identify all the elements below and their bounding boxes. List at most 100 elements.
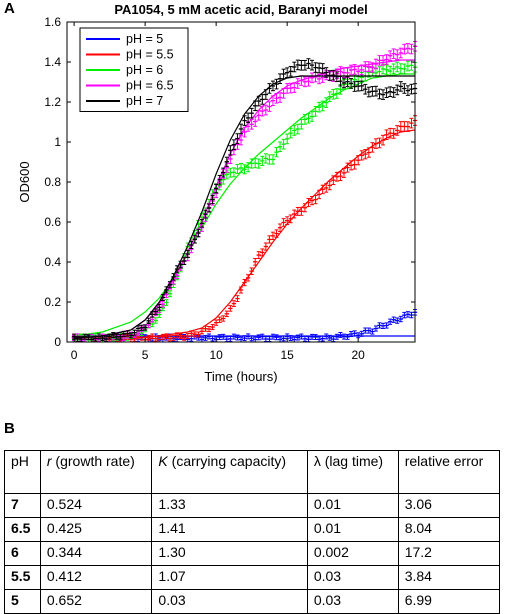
data-point-ph-7	[86, 334, 91, 341]
data-point-ph-7	[128, 332, 134, 339]
data-point-ph-5-5	[224, 310, 229, 318]
legend-label-ph-5-5: pH = 5.5	[126, 48, 174, 62]
data-point-ph-5	[327, 334, 332, 341]
cell-lag-time: 0.01	[306, 517, 399, 542]
data-point-ph-6	[324, 97, 329, 108]
cell-relative-error: 17.2	[397, 541, 501, 566]
y-tick-label: 1	[54, 135, 61, 149]
data-point-ph-7	[341, 77, 347, 89]
data-point-ph-6	[377, 66, 382, 77]
data-point-ph-5	[306, 336, 311, 343]
data-point-ph-6	[316, 101, 322, 113]
data-point-ph-5	[263, 336, 269, 342]
data-point-ph-5-5	[313, 194, 318, 205]
data-point-ph-6	[295, 123, 301, 135]
data-point-ph-5-5	[409, 117, 414, 129]
data-point-ph-6	[387, 65, 393, 77]
data-point-ph-5-5	[299, 206, 304, 216]
data-point-ph-5-5	[270, 231, 276, 241]
data-point-ph-7	[224, 156, 229, 167]
cell-relative-error: 6.99	[397, 589, 501, 614]
data-point-ph-7	[221, 167, 226, 178]
table-row: 6 0.344 1.30 0.002 17.2	[4, 541, 501, 566]
data-point-ph-5-5	[253, 257, 258, 266]
data-point-ph-5-5	[355, 155, 361, 166]
data-point-ph-5-5	[405, 121, 411, 132]
x-tick-label: 20	[352, 348, 366, 362]
data-point-ph-7	[75, 336, 80, 342]
growth-curve-chart: PA1054, 5 mM acetic acid, Baranyi model …	[17, 2, 418, 384]
data-point-ph-5-5	[242, 278, 247, 287]
data-point-ph-6	[313, 106, 318, 117]
header-ph: pH	[4, 450, 41, 494]
data-point-ph-5	[260, 333, 265, 340]
data-point-ph-5	[409, 311, 414, 319]
data-point-ph-6	[299, 118, 304, 130]
y-tick-label: 0	[54, 335, 61, 349]
cell-relative-error: 3.06	[397, 493, 501, 518]
data-point-ph-5-5	[189, 330, 194, 337]
data-point-ph-6-5	[338, 66, 343, 77]
table-row: 6.5 0.425 1.41 0.01 8.04	[4, 517, 501, 542]
data-point-ph-6-5	[253, 116, 258, 127]
cell-carrying-capacity: 1.33	[151, 493, 308, 518]
data-point-ph-5-5	[288, 214, 293, 224]
legend-label-ph-6: pH = 6	[126, 63, 163, 77]
data-point-ph-7	[373, 85, 379, 97]
data-point-ph-7	[306, 58, 311, 69]
data-point-ph-6-5	[384, 54, 389, 65]
data-point-ph-5	[235, 334, 240, 341]
data-point-ph-7	[384, 87, 389, 99]
data-point-ph-5-5	[380, 134, 386, 146]
data-point-ph-7	[363, 83, 368, 95]
data-point-ph-7	[93, 335, 98, 342]
series-ph-7	[71, 58, 418, 343]
data-point-ph-6	[263, 153, 269, 164]
data-point-ph-7	[203, 209, 208, 219]
data-point-ph-7	[107, 333, 112, 340]
data-point-ph-7	[192, 235, 198, 244]
data-point-ph-6-5	[238, 134, 244, 146]
data-point-ph-6-5	[395, 49, 400, 60]
data-point-ph-5-5	[185, 333, 190, 340]
data-point-ph-6-5	[402, 43, 407, 55]
data-point-ph-6	[235, 163, 240, 174]
cell-ph: 5	[4, 589, 41, 614]
data-point-ph-7	[366, 86, 372, 98]
data-point-ph-6	[256, 158, 261, 169]
data-point-ph-7	[263, 89, 269, 100]
cell-carrying-capacity: 1.07	[151, 565, 308, 590]
data-point-ph-7	[228, 145, 233, 156]
table-row: 7 0.524 1.33 0.01 3.06	[4, 493, 501, 518]
data-point-ph-5	[281, 335, 286, 342]
series-ph-5-5	[71, 115, 418, 343]
data-point-ph-7	[316, 62, 322, 74]
y-tick-label: 1.2	[44, 95, 61, 109]
cell-carrying-capacity: 0.03	[151, 589, 308, 614]
data-point-ph-5	[313, 334, 318, 341]
data-point-ph-6	[242, 164, 247, 175]
data-point-ph-5-5	[199, 328, 205, 335]
data-point-ph-5	[345, 333, 350, 340]
data-point-ph-5-5	[402, 121, 407, 132]
data-point-ph-6-5	[359, 64, 364, 76]
data-point-ph-7	[398, 81, 403, 92]
data-point-ph-6-5	[302, 76, 308, 88]
data-point-ph-5	[355, 332, 361, 339]
data-point-ph-7	[256, 95, 261, 107]
data-point-ph-6-5	[277, 92, 283, 103]
y-tick-label: 0.6	[44, 215, 61, 229]
data-point-ph-5-5	[150, 333, 155, 340]
data-point-ph-7	[249, 107, 254, 119]
data-point-ph-5-5	[221, 315, 226, 322]
data-point-ph-7	[284, 67, 290, 78]
data-point-ph-5-5	[359, 150, 364, 161]
header-lag-time: λ (lag time)	[306, 450, 399, 494]
data-point-ph-5	[267, 336, 272, 343]
x-tick-label: 10	[209, 348, 223, 362]
data-point-ph-6-5	[228, 153, 233, 164]
fit-line-ph-5-5	[74, 129, 416, 339]
data-point-ph-5-5	[213, 319, 219, 326]
data-point-ph-7	[395, 84, 400, 96]
data-point-ph-5	[370, 328, 375, 335]
